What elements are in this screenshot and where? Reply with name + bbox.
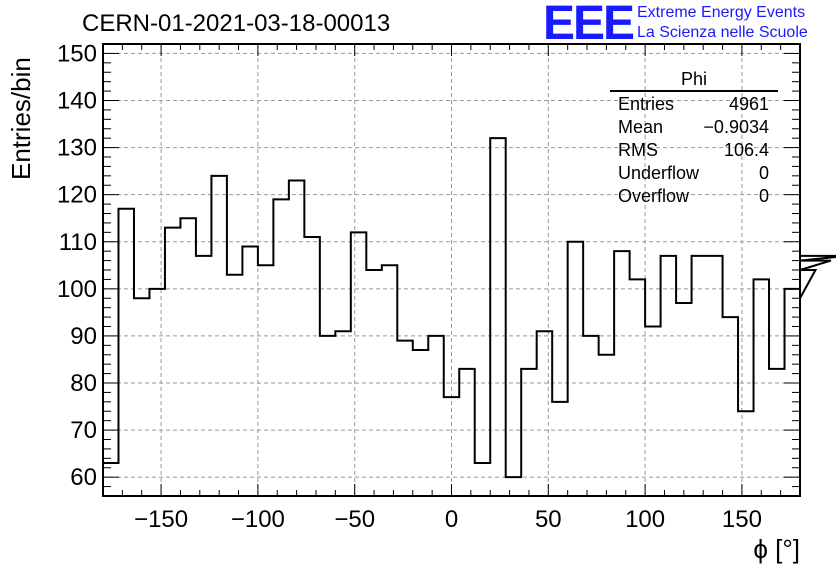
histogram-outline bbox=[102, 137, 836, 496]
stats-row-label: Overflow bbox=[618, 186, 690, 206]
x-tick-label: 0 bbox=[445, 506, 458, 533]
stats-row-label: Mean bbox=[618, 117, 663, 137]
stats-box-name: Phi bbox=[681, 69, 707, 89]
stats-row-value: 0 bbox=[759, 163, 769, 183]
y-tick-label: 120 bbox=[57, 182, 97, 209]
stats-box: Phi Entries 4961 Mean −0.9034 RMS 106.4 Underf… bbox=[610, 69, 778, 206]
y-tick-label: 140 bbox=[57, 88, 97, 115]
chart-title: CERN-01-2021-03-18-00013 bbox=[82, 10, 391, 37]
y-axis: 60 70 80 90 100 110 120 130 140 150 bbox=[57, 40, 800, 491]
x-axis-label: ϕ [°] bbox=[753, 534, 800, 564]
x-axis: −150 −100 −50 0 50 100 150 bbox=[121, 44, 782, 533]
y-tick-label: 130 bbox=[57, 135, 97, 162]
stats-row-value: −0.9034 bbox=[703, 117, 769, 137]
x-tick-label: −50 bbox=[334, 506, 375, 533]
y-tick-label: 150 bbox=[57, 40, 97, 67]
grid-lines bbox=[103, 44, 800, 496]
eee-logo: EEE bbox=[543, 0, 635, 50]
stats-row-label: RMS bbox=[618, 140, 658, 160]
y-axis-label: Entries/bin bbox=[6, 57, 36, 180]
stats-row-value: 4961 bbox=[729, 94, 769, 114]
y-tick-label: 80 bbox=[70, 370, 97, 397]
stats-row-label: Underflow bbox=[618, 163, 700, 183]
y-tick-label: 110 bbox=[59, 229, 97, 256]
x-tick-label: −100 bbox=[231, 506, 285, 533]
x-tick-label: 50 bbox=[535, 506, 562, 533]
logo-caption-line2: La Scienza nelle Scuole bbox=[637, 24, 808, 41]
y-tick-label: 60 bbox=[70, 464, 97, 491]
y-tick-label: 90 bbox=[70, 323, 97, 350]
y-tick-label: 100 bbox=[57, 276, 97, 303]
x-tick-label: −150 bbox=[134, 506, 188, 533]
stats-row-value: 106.4 bbox=[724, 140, 769, 160]
logo-caption-line1: Extreme Energy Events bbox=[637, 4, 806, 21]
logo-caption: Extreme Energy Events La Scienza nelle S… bbox=[637, 3, 808, 43]
x-tick-label: 150 bbox=[722, 506, 762, 533]
stats-row-value: 0 bbox=[759, 186, 769, 206]
stats-row-label: Entries bbox=[618, 94, 674, 114]
x-tick-label: 100 bbox=[625, 506, 665, 533]
y-tick-label: 70 bbox=[70, 417, 97, 444]
